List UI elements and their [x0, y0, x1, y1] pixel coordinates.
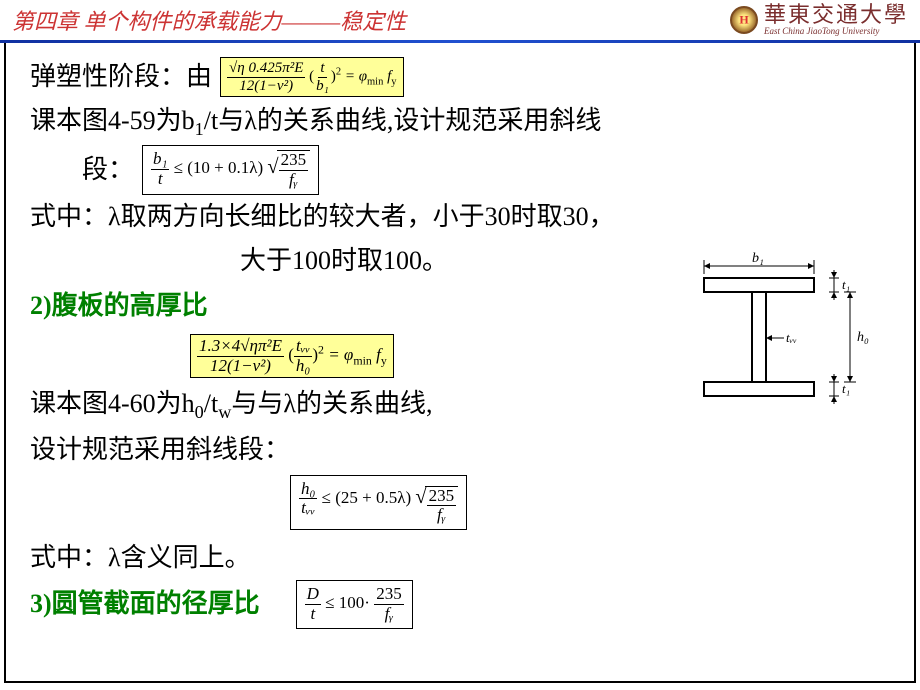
formula-5: Dt ≤ 100· 235fᵧ — [296, 580, 413, 628]
university-logo — [730, 6, 758, 34]
line-3a: 式中：λ取两方向长细比的较大者，小于30时取30， — [30, 195, 890, 239]
formula-4-row: h₀tᵥᵥ ≤ (25 + 0.5λ) 235fᵧ — [30, 475, 890, 530]
formula-1: √η 0.425π²E 12(1−ν²) (tb₁)2 = φmin fy — [220, 57, 404, 97]
dim-h0: h₀ — [857, 330, 869, 345]
slide-header: 第四章 单个构件的承载能力———稳定性 華東交通大學 East China Ji… — [0, 0, 920, 40]
ibeam-diagram: b₁ tᵥᵥ t₁ h₀ — [684, 248, 874, 423]
formula-3: 1.3×4√ηπ²E 12(1−ν²) (tᵥᵥh₀)2 = φmin fy — [190, 334, 394, 378]
dim-tw: tᵥᵥ — [786, 330, 797, 345]
chapter-title: 第四章 单个构件的承载能力———稳定性 — [12, 4, 406, 36]
dim-t1-top: t₁ — [842, 277, 850, 292]
line-2: 课本图4-59为b1/t与λ的关系曲线,设计规范采用斜线 — [30, 99, 890, 145]
heading-3: 3)圆管截面的径厚比 — [30, 581, 260, 628]
university-en: East China JiaoTong University — [764, 27, 908, 37]
line-2b: 段： b₁t ≤ (10 + 0.1λ) 235fᵧ — [30, 145, 890, 194]
formula-2: b₁t ≤ (10 + 0.1λ) 235fᵧ — [142, 145, 319, 194]
university-cn: 華東交通大學 — [764, 3, 908, 27]
line-6: 式中：λ含义同上。 — [30, 536, 890, 580]
dim-b1: b₁ — [752, 251, 764, 266]
slide-content: 弹塑性阶段：由 √η 0.425π²E 12(1−ν²) (tb₁)2 = φm… — [4, 43, 916, 683]
dim-t1-bot: t₁ — [842, 381, 850, 396]
heading-3-row: 3)圆管截面的径厚比 Dt ≤ 100· 235fᵧ — [30, 580, 890, 628]
p1-prefix: 弹塑性阶段：由 — [30, 55, 212, 99]
formula-4: h₀tᵥᵥ ≤ (25 + 0.5λ) 235fᵧ — [290, 475, 467, 530]
line-1: 弹塑性阶段：由 √η 0.425π²E 12(1−ν²) (tb₁)2 = φm… — [30, 55, 890, 99]
line-5: 设计规范采用斜线段： — [30, 428, 890, 472]
university-brand: 華東交通大學 East China JiaoTong University — [730, 3, 908, 37]
